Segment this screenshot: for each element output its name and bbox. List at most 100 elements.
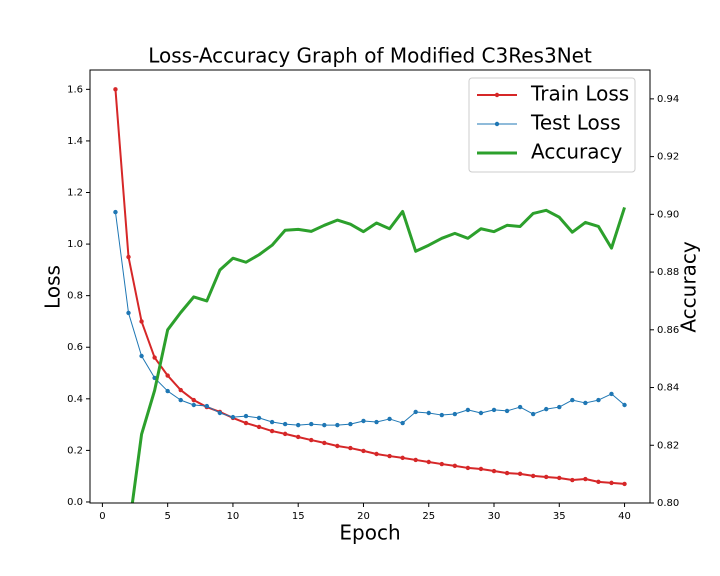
data-point — [517, 471, 523, 477]
data-point — [243, 413, 249, 419]
x-tick-label: 15 — [292, 511, 305, 522]
data-point — [387, 416, 392, 422]
y2-axis-label: Accuracy — [677, 241, 701, 332]
data-point — [309, 437, 314, 443]
y-tick-label: 1.4 — [67, 136, 83, 147]
y-axis-label: Loss — [41, 265, 65, 309]
series-line — [114, 89, 625, 485]
data-point — [570, 477, 575, 483]
data-point — [439, 412, 444, 418]
data-point — [256, 424, 262, 430]
legend-label: Test Loss — [530, 111, 621, 135]
data-point — [465, 465, 471, 471]
y-tick-label: 0.0 — [67, 497, 83, 508]
data-point — [570, 397, 575, 403]
data-point — [204, 403, 210, 409]
x-tick-label: 20 — [357, 511, 370, 522]
legend-marker — [494, 121, 500, 127]
data-point — [491, 407, 497, 413]
y-tick-label: 1.6 — [67, 84, 83, 95]
data-point — [322, 440, 327, 446]
data-point — [583, 476, 588, 482]
series-line — [130, 206, 626, 503]
data-point — [139, 319, 144, 324]
legend-label: Train Loss — [530, 82, 629, 106]
data-point — [217, 410, 223, 416]
data-point — [544, 474, 549, 480]
y-tick-label: 0.6 — [67, 342, 83, 353]
data-point — [504, 408, 510, 414]
data-point — [269, 419, 275, 425]
data-point — [113, 209, 118, 215]
data-point — [322, 422, 327, 428]
data-point — [178, 397, 183, 403]
series-line — [114, 212, 625, 426]
data-point — [517, 404, 523, 410]
x-tick-label: 5 — [164, 511, 170, 522]
data-point — [191, 397, 196, 403]
data-point — [126, 254, 131, 260]
data-point — [296, 434, 301, 440]
data-point — [191, 402, 196, 408]
data-point — [256, 415, 262, 421]
data-point — [557, 404, 562, 410]
y-tick-label: 0.8 — [67, 291, 83, 302]
data-point — [452, 411, 458, 417]
data-point — [530, 411, 536, 417]
data-point — [465, 407, 471, 413]
data-point — [374, 451, 379, 457]
data-point — [374, 419, 379, 425]
data-point — [282, 421, 288, 427]
data-point — [596, 397, 601, 403]
x-tick-label: 25 — [422, 511, 435, 522]
data-point — [478, 410, 484, 416]
data-point — [269, 428, 275, 434]
data-point — [400, 455, 405, 461]
data-point — [335, 422, 340, 428]
y2-tick-label: 0.80 — [657, 498, 679, 509]
data-point — [165, 388, 170, 394]
plot-frame — [89, 69, 651, 504]
y2-tick-label: 0.86 — [657, 325, 679, 336]
data-point — [361, 418, 366, 424]
y2-tick-label: 0.90 — [657, 209, 679, 220]
x-tick-label: 0 — [99, 511, 105, 522]
data-point — [504, 470, 510, 476]
y2-tick-label: 0.94 — [657, 94, 679, 105]
y2-tick-label: 0.82 — [657, 440, 679, 451]
plot-area — [113, 87, 627, 503]
data-point — [478, 466, 484, 472]
data-point — [178, 387, 183, 393]
data-point — [413, 457, 418, 463]
data-point — [596, 479, 601, 485]
data-point — [426, 459, 431, 465]
data-point — [622, 402, 627, 408]
data-point — [557, 475, 562, 481]
y-tick-label: 0.4 — [67, 394, 83, 405]
data-point — [583, 400, 588, 406]
data-point — [152, 355, 157, 360]
x-tick-label: 30 — [488, 511, 501, 522]
y-tick-label: 1.2 — [67, 187, 83, 198]
data-point — [361, 448, 366, 454]
y-tick-label: 1.0 — [67, 239, 83, 250]
data-point — [530, 473, 536, 479]
x-tick-label: 10 — [227, 511, 240, 522]
data-point — [413, 409, 418, 415]
data-point — [387, 453, 392, 459]
data-point — [426, 410, 431, 416]
data-point — [139, 353, 144, 359]
data-point — [126, 310, 131, 316]
y2-tick-label: 0.92 — [657, 152, 679, 163]
y2-tick-label: 0.88 — [657, 267, 679, 278]
data-point — [622, 481, 627, 487]
data-point — [309, 421, 314, 427]
data-point — [296, 422, 301, 428]
x-tick-label: 40 — [618, 511, 631, 522]
y-tick-label: 0.2 — [67, 445, 83, 456]
data-point — [282, 431, 288, 437]
chart-title: Loss-Accuracy Graph of Modified C3Res3Ne… — [148, 44, 592, 68]
data-point — [609, 480, 614, 486]
y2-tick-label: 0.84 — [657, 383, 679, 394]
